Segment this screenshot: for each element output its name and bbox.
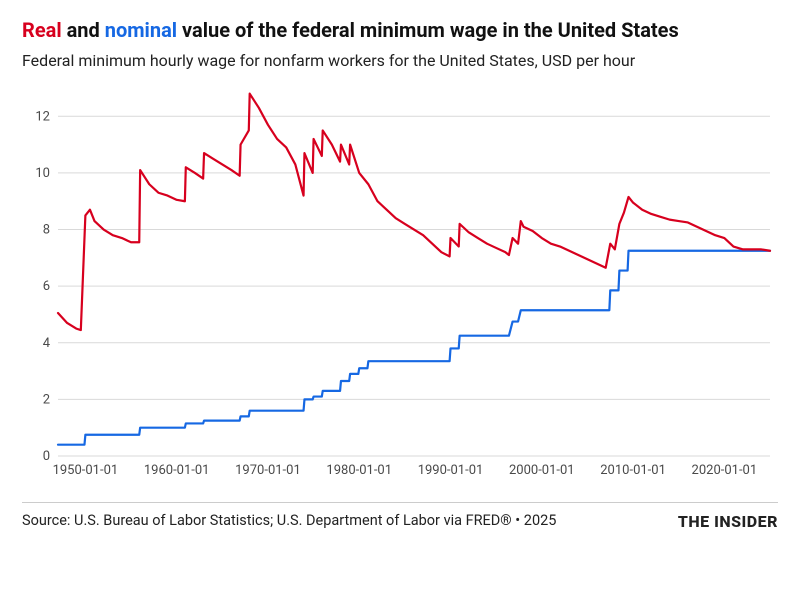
chart-svg: 0 2 4 6 8 10 12 1950-01-01 1960-01-01 1970-01-01 1…: [22, 76, 778, 498]
y-tick-label: 6: [43, 279, 50, 294]
series-real: [58, 94, 770, 330]
title-real-word: Real: [22, 18, 62, 42]
chart-subtitle: Federal minimum hourly wage for nonfarm …: [22, 51, 778, 70]
y-tick-label: 8: [43, 223, 50, 238]
y-tick-label: 12: [35, 109, 50, 124]
brand-logo: THE INSIDER: [678, 512, 778, 531]
chart-plot-area: 0 2 4 6 8 10 12 1950-01-01 1960-01-01 1970-01-01 1…: [22, 76, 778, 498]
y-tick-label: 2: [43, 392, 50, 407]
chart-footer: Source: U.S. Bureau of Labor Statistics;…: [22, 502, 778, 531]
x-tick-label: 1960-01-01: [144, 463, 210, 478]
source-text: Source: U.S. Bureau of Labor Statistics;…: [22, 511, 556, 531]
x-tick-label: 2020-01-01: [692, 463, 758, 478]
chart-title: Real and nominal value of the federal mi…: [22, 18, 778, 43]
x-tick-label: 1990-01-01: [418, 463, 484, 478]
series-nominal: [58, 251, 770, 445]
y-tick-label: 10: [35, 166, 50, 181]
y-tick-label: 0: [43, 449, 50, 464]
chart-container: Real and nominal value of the federal mi…: [0, 0, 800, 594]
title-rest: value of the federal minimum wage in the…: [177, 18, 679, 42]
y-tick-label: 4: [43, 336, 51, 351]
x-tick-label: 1950-01-01: [53, 463, 119, 478]
title-conjunction: and: [62, 18, 105, 42]
x-tick-label: 1970-01-01: [235, 463, 301, 478]
x-tick-label: 1980-01-01: [326, 463, 392, 478]
x-tick-label: 2000-01-01: [509, 463, 575, 478]
title-nominal-word: nominal: [105, 18, 177, 42]
x-tick-label: 2010-01-01: [600, 463, 666, 478]
